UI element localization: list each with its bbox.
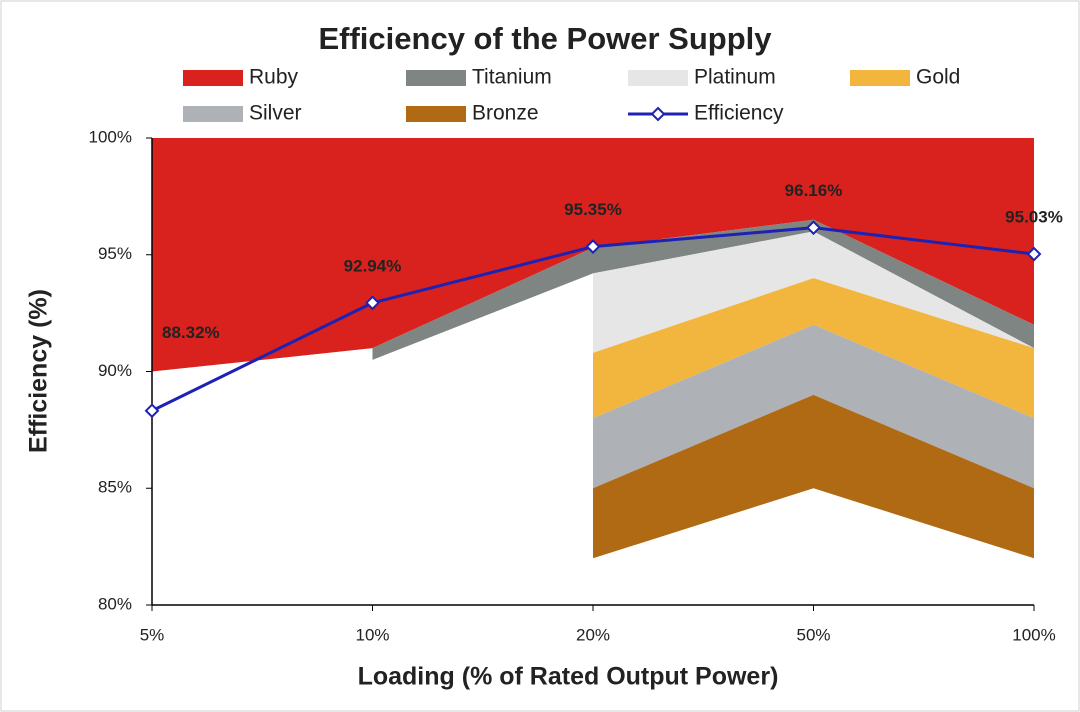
- efficiency-marker: [144, 403, 160, 419]
- legend-label: Ruby: [249, 66, 299, 89]
- x-axis-label: Loading (% of Rated Output Power): [358, 663, 779, 691]
- x-tick-label: 10%: [355, 625, 389, 644]
- legend-marker: [650, 106, 666, 122]
- plot-area: 80% 85% 90% 95% 100% 5% 10% 20% 50% 100% 88.32% 92.…: [89, 127, 1063, 644]
- efficiency-marker: [806, 220, 821, 236]
- legend-label: Bronze: [472, 102, 539, 125]
- y-axis-label: Efficiency (%): [25, 289, 53, 453]
- efficiency-marker: [365, 295, 380, 311]
- y-tick-label: 95%: [98, 244, 132, 263]
- legend-swatch: [628, 70, 688, 86]
- legend-swatch: [406, 106, 466, 122]
- band-area: [372, 219, 1034, 360]
- legend-swatch: [183, 106, 243, 122]
- x-tick-label: 5%: [140, 625, 165, 644]
- legend-label: Gold: [916, 66, 960, 89]
- y-tick-label: 80%: [98, 594, 132, 613]
- legend-label: Efficiency: [694, 102, 784, 125]
- data-label: 88.32%: [162, 323, 220, 342]
- band-area: [593, 324, 1034, 489]
- legend-label: Platinum: [694, 66, 776, 89]
- data-label: 92.94%: [344, 256, 402, 275]
- efficiency-marker: [585, 239, 601, 254]
- band-area: [152, 138, 1034, 372]
- x-tick-label: 20%: [576, 625, 610, 644]
- x-tick-label: 50%: [796, 625, 830, 644]
- legend-swatch: [850, 70, 910, 86]
- legend-swatch: [183, 70, 243, 86]
- y-tick-label: 85%: [98, 478, 132, 497]
- data-label: 95.35%: [564, 200, 622, 219]
- band-area: [593, 278, 1034, 419]
- legend-label: Silver: [249, 102, 302, 125]
- data-label: 96.16%: [785, 181, 843, 200]
- legend-swatch: [406, 70, 466, 86]
- legend-label: Titanium: [472, 66, 552, 89]
- legend: Ruby Titanium Platinum Gold Silver Bronze Effi…: [183, 66, 960, 125]
- y-tick-label: 100%: [89, 127, 132, 146]
- efficiency-marker: [1026, 246, 1042, 262]
- chart-title: Efficiency of the Power Supply: [318, 21, 772, 56]
- band-area: [593, 231, 1034, 353]
- x-tick-label: 100%: [1012, 625, 1055, 644]
- y-tick-label: 90%: [98, 361, 132, 380]
- band-area: [593, 394, 1034, 559]
- data-label: 95.03%: [1005, 208, 1063, 227]
